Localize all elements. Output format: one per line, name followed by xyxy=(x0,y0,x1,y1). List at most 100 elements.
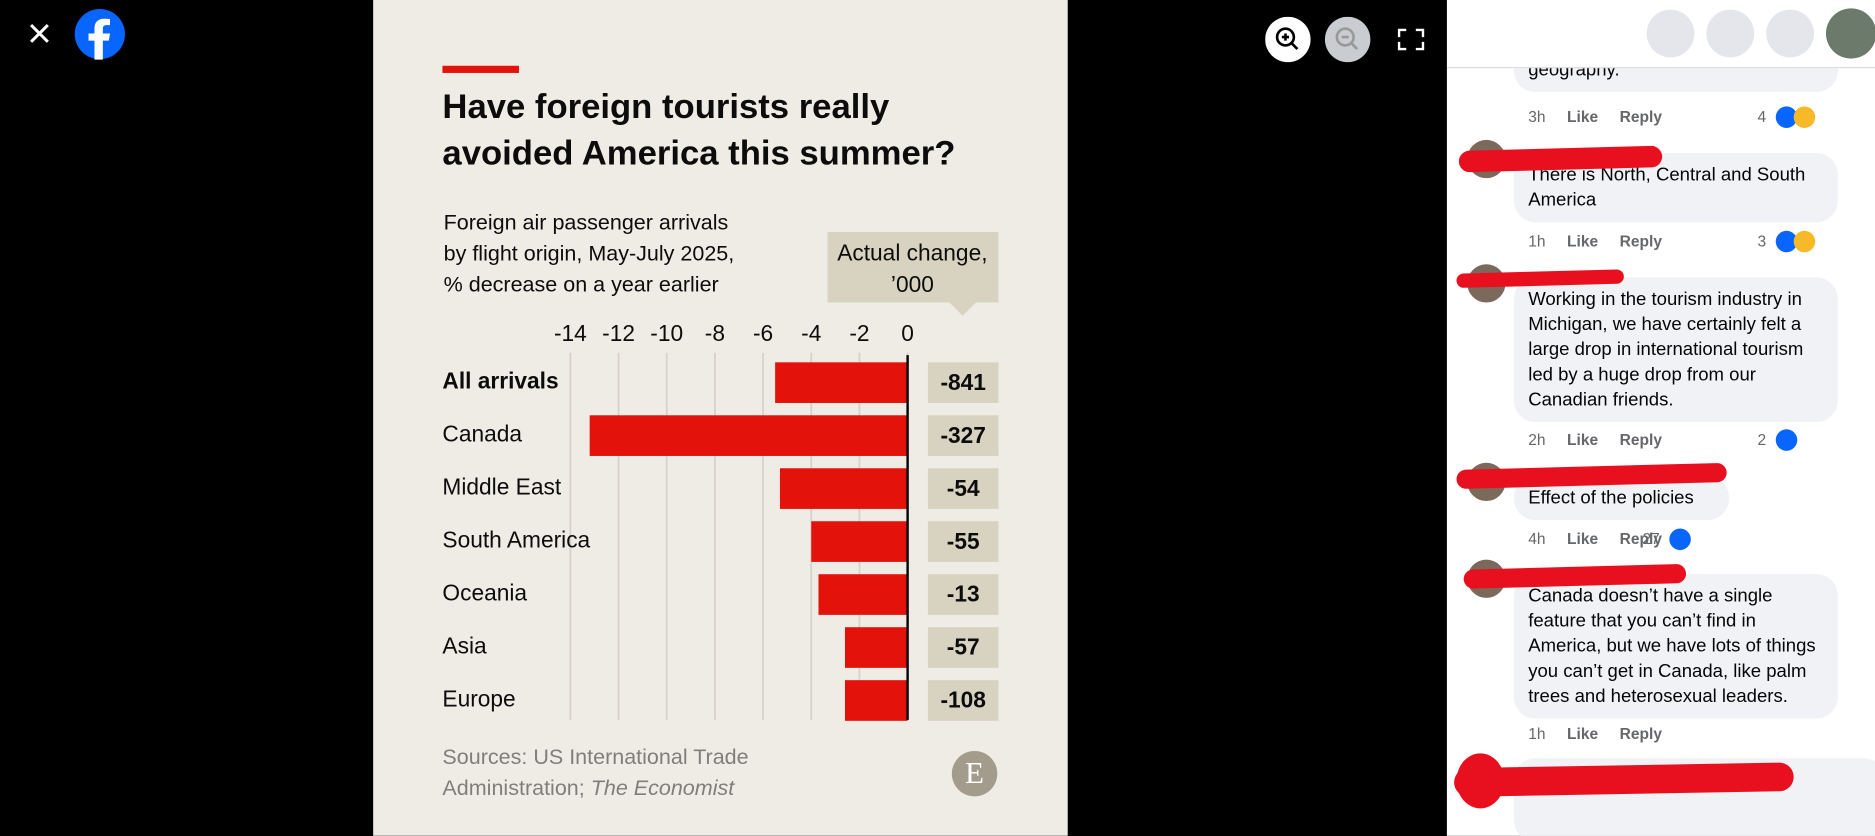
bar xyxy=(589,415,908,456)
x-tick-label: -4 xyxy=(801,320,821,346)
chart-subtitle: by flight origin, May-July 2025, xyxy=(444,241,735,265)
change-box xyxy=(927,627,999,668)
viewer-controls xyxy=(1265,16,1425,63)
x-tick-label: -10 xyxy=(650,320,683,346)
comment-text: Working in the tourism industry in Michi… xyxy=(1528,289,1804,411)
source-text: Administration; xyxy=(442,776,590,800)
change-value: -57 xyxy=(947,634,980,660)
bar xyxy=(844,627,908,668)
reaction-count: 27 xyxy=(1642,529,1660,548)
action[interactable]: Like xyxy=(1567,107,1599,126)
logo-letter: E xyxy=(965,755,984,790)
reaction-count: 4 xyxy=(1757,107,1767,126)
comment-meta: 4h Like Reply xyxy=(1528,530,1683,548)
source: Sources: US International Trade xyxy=(442,745,748,769)
bar xyxy=(779,468,908,509)
like-icon xyxy=(1775,106,1798,128)
bar xyxy=(811,521,908,562)
x-tick-label: -8 xyxy=(705,320,725,346)
comment-meta: 2h Like Reply xyxy=(1528,430,1683,448)
category-label: All arrivals xyxy=(442,368,558,394)
reaction-count: 2 xyxy=(1757,430,1767,449)
change-box xyxy=(927,362,999,403)
header-box xyxy=(827,231,999,316)
comment-text: There is North, Central and South Americ… xyxy=(1528,165,1806,211)
change-header: ’000 xyxy=(891,271,934,297)
action[interactable]: Reply xyxy=(1619,107,1663,126)
comment-meta: 1h Like Reply xyxy=(1528,725,1683,743)
comment-meta: 1h Like Reply xyxy=(1528,232,1683,250)
redaction xyxy=(1453,762,1794,797)
change-box xyxy=(927,468,999,509)
action[interactable]: Reply xyxy=(1619,231,1663,250)
chart: Have foreign tourists really avoided Amer… xyxy=(373,0,1068,836)
action[interactable]: Like xyxy=(1567,529,1599,548)
top-bar xyxy=(1446,0,1875,69)
action[interactable]: Like xyxy=(1567,724,1599,743)
time: 3h xyxy=(1528,107,1546,126)
comment-text: Effect of the policies xyxy=(1528,487,1694,509)
time: 4h xyxy=(1528,529,1546,548)
chart-title: avoided America this summer? xyxy=(442,135,955,173)
haha-icon xyxy=(1793,106,1816,128)
chart-title: Have foreign tourists really xyxy=(442,88,890,126)
category-label: Europe xyxy=(442,685,515,711)
action[interactable]: Like xyxy=(1567,231,1599,250)
category-label: Canada xyxy=(442,421,522,447)
like-icon xyxy=(1669,528,1691,551)
change-value: -54 xyxy=(947,475,980,501)
change-box xyxy=(927,680,999,721)
like-icon xyxy=(1775,429,1798,451)
time: 1h xyxy=(1528,724,1546,743)
comments-panel: geography. 3h Like Reply 4 There is North, Ce… xyxy=(1446,0,1875,836)
change-value: -327 xyxy=(940,422,985,448)
x-tick-label: -12 xyxy=(602,320,635,346)
comment-meta: 3h Like Reply xyxy=(1528,108,1683,126)
reaction-count: 3 xyxy=(1757,231,1767,250)
change-value: -841 xyxy=(940,369,985,395)
change-value: -108 xyxy=(940,687,985,713)
action[interactable]: Reply xyxy=(1619,724,1663,743)
category-label: Oceania xyxy=(442,580,527,606)
like-icon xyxy=(1775,230,1798,253)
zoom-out[interactable] xyxy=(1324,16,1371,63)
change-header: Actual change, xyxy=(837,240,987,266)
chart-subtitle: Foreign air passenger arrivals xyxy=(444,210,729,234)
comment-bubble: Working in the tourism industry in Michi… xyxy=(1513,277,1838,423)
menu-button[interactable] xyxy=(1646,9,1695,58)
action[interactable]: Reply xyxy=(1619,430,1663,449)
category-label: South America xyxy=(442,527,590,553)
redaction xyxy=(1456,753,1505,809)
change-value: -13 xyxy=(947,581,980,607)
close-button[interactable] xyxy=(22,16,58,52)
action[interactable]: Reply xyxy=(1619,529,1663,548)
profile-button[interactable] xyxy=(1825,8,1875,59)
action[interactable]: Like xyxy=(1567,430,1599,449)
accent-bar xyxy=(442,65,519,73)
bar xyxy=(818,574,908,615)
comment-text: Canada doesn’t have a single feature tha… xyxy=(1528,585,1816,707)
change-value: -55 xyxy=(947,528,980,554)
time: 2h xyxy=(1528,430,1546,449)
notifications-button[interactable] xyxy=(1766,9,1815,58)
logo xyxy=(951,750,998,797)
facebook-logo[interactable] xyxy=(74,8,125,60)
category-label: Middle East xyxy=(442,474,561,500)
messenger-button[interactable] xyxy=(1706,9,1755,58)
x-tick-label: -2 xyxy=(849,320,869,346)
change-box xyxy=(927,415,999,456)
x-tick-label: 0 xyxy=(901,320,914,346)
bar xyxy=(775,362,908,403)
change-box xyxy=(927,574,999,615)
haha-icon xyxy=(1793,230,1816,253)
bar xyxy=(844,680,908,721)
time: 1h xyxy=(1528,231,1546,250)
x-tick-label: -6 xyxy=(753,320,773,346)
zoom-in[interactable] xyxy=(1265,16,1311,63)
source-italic: The Economist xyxy=(591,776,736,800)
source: Administration; The Economist xyxy=(442,776,735,800)
fullscreen[interactable] xyxy=(1397,28,1425,51)
change-box xyxy=(927,521,999,562)
